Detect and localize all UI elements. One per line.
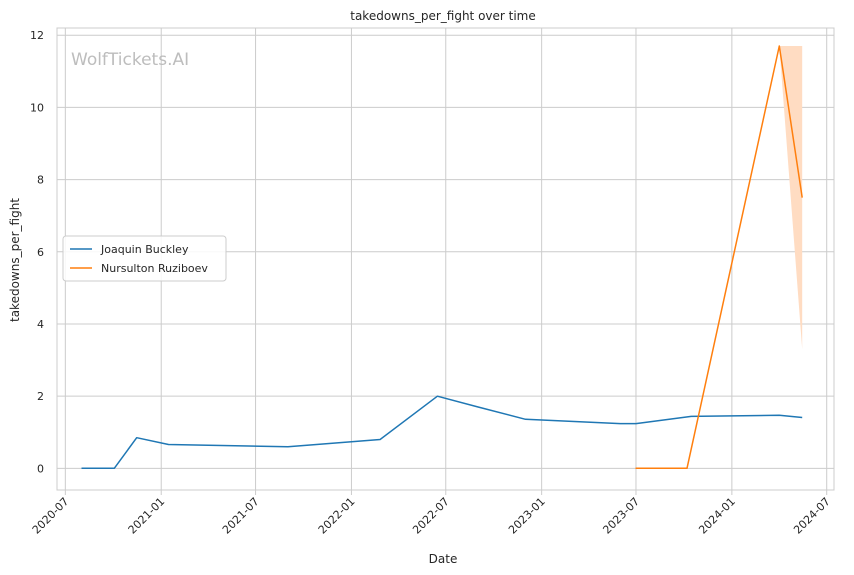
x-tick-label: 2021-01 <box>126 495 168 537</box>
grid-lines <box>57 28 834 490</box>
y-tick-label: 0 <box>37 462 44 475</box>
y-tick-label: 6 <box>37 246 44 259</box>
x-tick-label: 2024-01 <box>696 495 738 537</box>
x-axis-ticks: 2020-07 2021-01 2021-07 2022-01 2022-07 2023-… <box>30 490 833 537</box>
confidence-band-1 <box>779 46 803 350</box>
y-tick-label: 2 <box>37 390 44 403</box>
series-line-0 <box>81 395 803 470</box>
y-tick-label: 4 <box>37 318 44 331</box>
y-axis-ticks: 0 2 4 6 8 10 12 <box>30 29 44 475</box>
confidence-bands <box>779 46 803 350</box>
x-tick-label: 2021-07 <box>220 495 262 537</box>
chart-title: takedowns_per_fight over time <box>350 9 536 23</box>
x-tick-label: 2023-07 <box>600 495 642 537</box>
series-lines <box>81 45 803 470</box>
x-tick-label: 2022-01 <box>316 495 358 537</box>
x-tick-label: 2024-07 <box>791 495 833 537</box>
x-tick-label: 2023-01 <box>506 495 548 537</box>
watermark: WolfTickets.AI <box>71 50 189 70</box>
y-axis-label: takedowns_per_fight <box>8 198 22 322</box>
y-tick-label: 10 <box>30 101 44 114</box>
series-line-1 <box>635 45 803 470</box>
legend-box <box>62 235 227 282</box>
y-tick-label: 8 <box>37 174 44 187</box>
legend-label-nursulton-ruziboev: Nursulton Ruziboev <box>101 262 208 275</box>
x-axis-label: Date <box>429 552 458 566</box>
x-tick-label: 2022-07 <box>410 495 452 537</box>
legend: Joaquin Buckley Nursulton Ruziboev <box>62 235 227 282</box>
legend-label-joaquin-buckley: Joaquin Buckley <box>100 243 189 256</box>
y-tick-label: 12 <box>30 29 44 42</box>
x-tick-label: 2020-07 <box>30 495 72 537</box>
